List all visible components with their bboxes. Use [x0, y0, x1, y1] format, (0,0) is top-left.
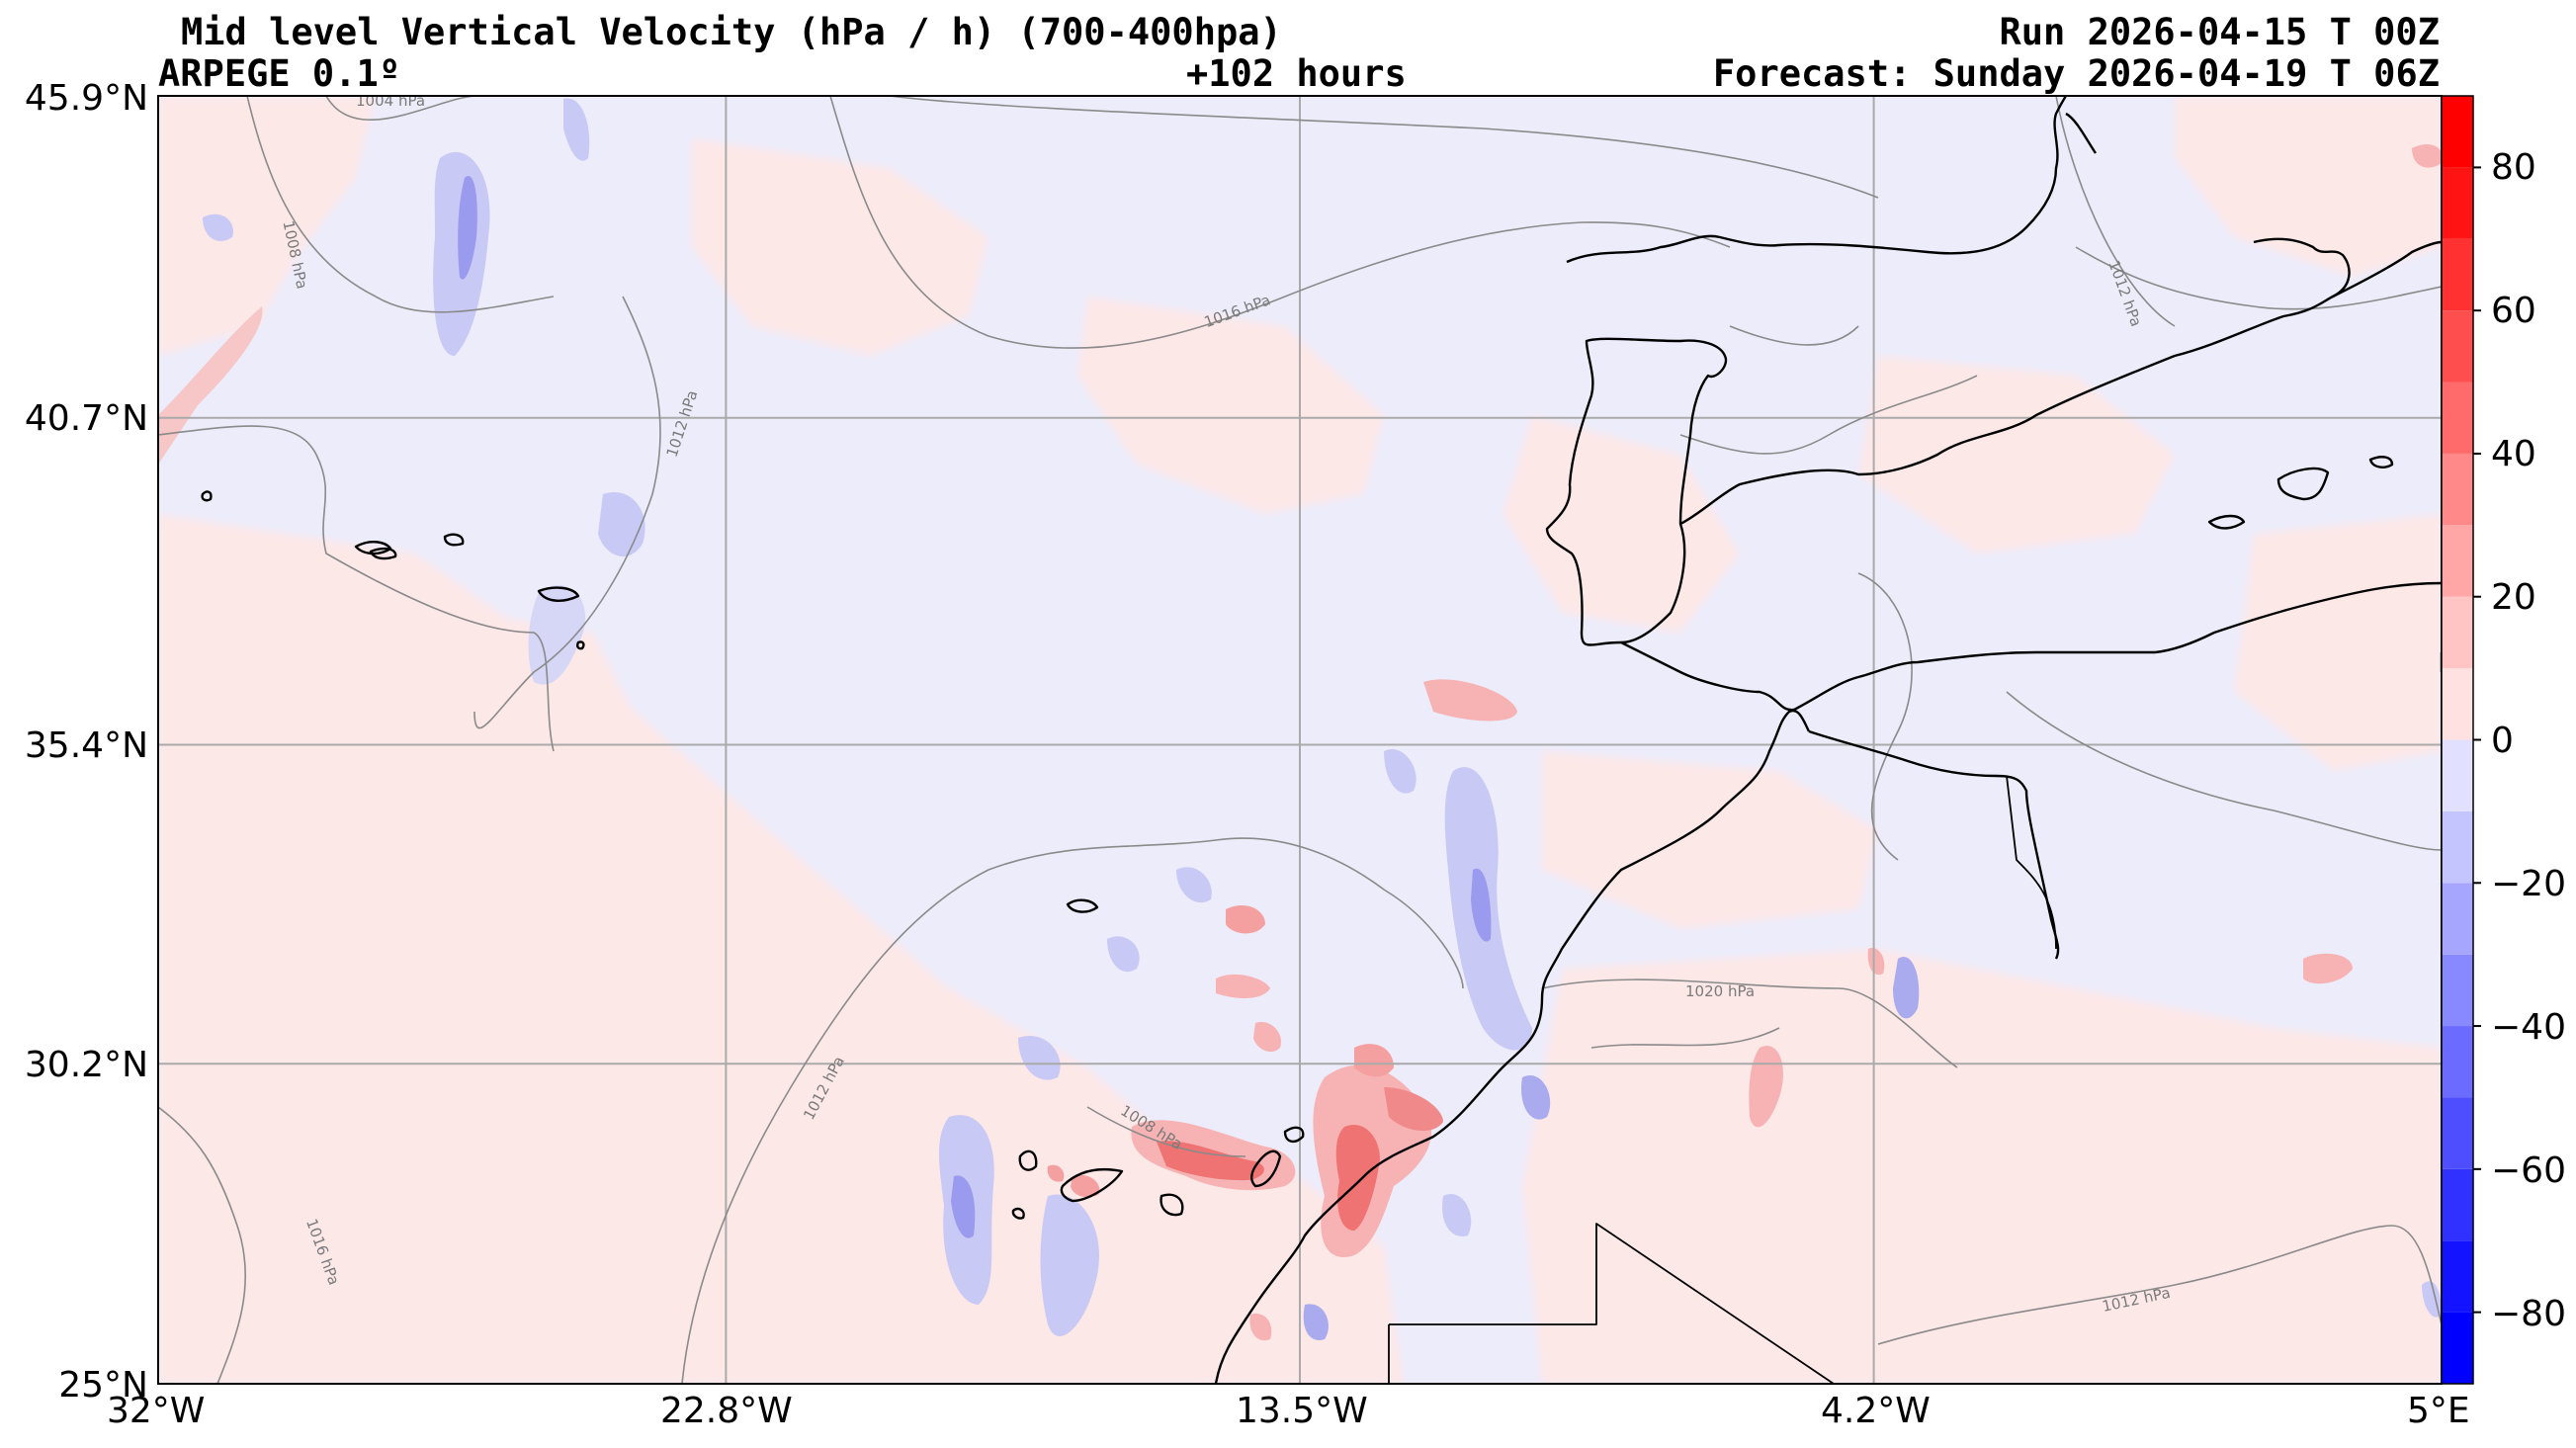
- lon-label: 5°E: [2407, 1391, 2470, 1431]
- colorbar-segment: [2442, 382, 2473, 454]
- coastlines: [201, 96, 2442, 1384]
- colorbar-segment: [2442, 1097, 2473, 1169]
- colorbar-segment: [2442, 310, 2473, 383]
- colorbar-segment: [2442, 525, 2473, 597]
- forecast-time-label: Forecast: Sunday 2026-04-19 T 06Z: [1712, 52, 2440, 95]
- colorbar-segment: [2442, 453, 2473, 526]
- colorbar-segment: [2442, 96, 2473, 168]
- colorbar-tick-label: 60: [2491, 291, 2536, 331]
- isobar-label: 1004 hPa: [356, 92, 425, 110]
- weak-ascent-field: [158, 96, 2442, 1384]
- colorbar: [2442, 96, 2481, 1384]
- colorbar-segment: [2442, 954, 2473, 1027]
- colorbar-tick-label: −60: [2491, 1150, 2566, 1191]
- colorbar-tick-label: −80: [2491, 1294, 2566, 1334]
- lat-label: 40.7°N: [24, 398, 148, 439]
- colorbar-segment: [2442, 1026, 2473, 1098]
- colorbar-tick-label: −40: [2491, 1007, 2566, 1048]
- colorbar-segment: [2442, 1168, 2473, 1241]
- colorbar-segment: [2442, 883, 2473, 955]
- colorbar-segment: [2442, 739, 2473, 811]
- lat-label: 25°N: [58, 1365, 148, 1405]
- colorbar-tick-label: 80: [2491, 147, 2536, 188]
- colorbar-segment: [2442, 810, 2473, 884]
- lon-label: 4.2°W: [1821, 1391, 1931, 1431]
- colorbar-segment: [2442, 238, 2473, 311]
- colorbar-segment: [2442, 1312, 2473, 1384]
- map-title: Mid level Vertical Velocity (hPa / h) (7…: [181, 11, 1282, 53]
- lon-label: 22.8°W: [660, 1391, 793, 1431]
- lat-label: 30.2°N: [24, 1045, 148, 1085]
- isobar-label: 1020 hPa: [1685, 982, 1755, 1000]
- colorbar-segment: [2442, 668, 2473, 740]
- colorbar-segment: [2442, 596, 2473, 669]
- descent-field: [203, 98, 2442, 1340]
- map-area[interactable]: 1004 hPa 1008 hPa 1012 hPa 1016 hPa 1012…: [158, 92, 2443, 1384]
- lat-label: 45.9°N: [24, 78, 148, 119]
- colorbar-tick-label: 20: [2491, 577, 2536, 618]
- lat-label: 35.4°N: [24, 725, 148, 766]
- colorbar-frame: [2441, 95, 2474, 1385]
- colorbar-tick-label: 40: [2491, 434, 2536, 474]
- model-label: ARPEGE 0.1º: [158, 52, 401, 95]
- colorbar-tick-label: 0: [2491, 721, 2514, 761]
- lon-label: 13.5°W: [1236, 1391, 1368, 1431]
- ascent-cells: [158, 144, 2442, 1341]
- lon-label: 32°W: [107, 1391, 206, 1431]
- colorbar-segment: [2442, 1240, 2473, 1313]
- isobars: [158, 96, 2442, 1384]
- colorbar-tick-label: −20: [2491, 864, 2566, 904]
- graticule: [158, 96, 2442, 1384]
- run-time-label: Run 2026-04-15 T 00Z: [1999, 11, 2440, 53]
- colorbar-segment: [2442, 167, 2473, 239]
- lead-time-label: +102 hours: [1186, 52, 1407, 95]
